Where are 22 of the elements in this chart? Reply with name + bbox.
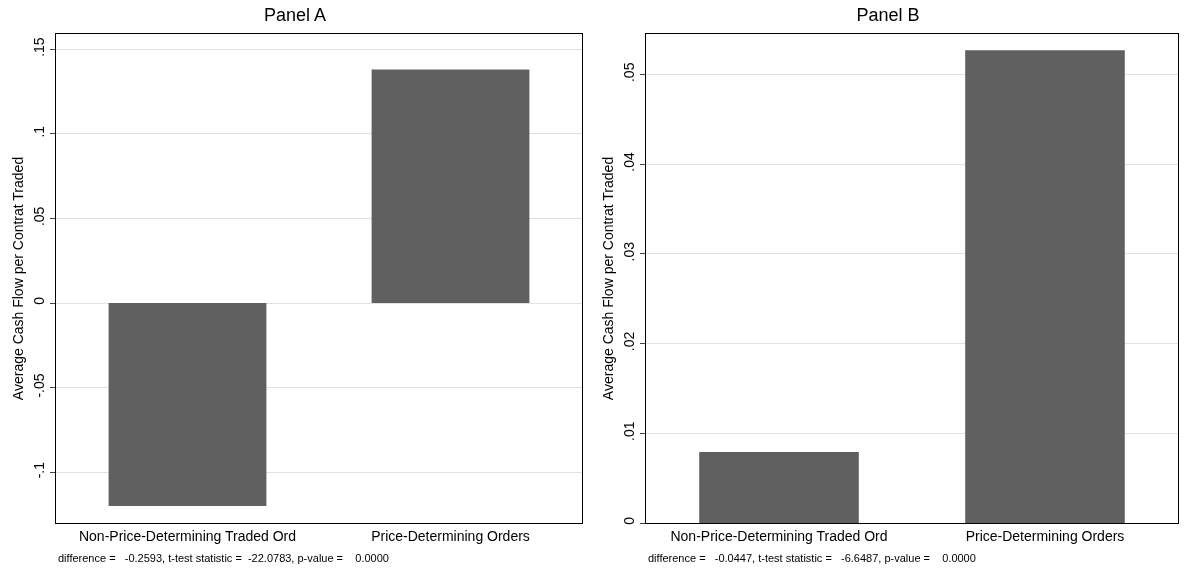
- y-axis-title: Average Cash Flow per Contrat Traded: [10, 156, 26, 401]
- y-tick-label: .03: [621, 241, 638, 262]
- y-tick-label: -.1: [31, 461, 48, 479]
- y-tick-label: .05: [621, 62, 638, 83]
- y-tick-label: 0: [31, 296, 48, 305]
- y-tick-label: 0: [621, 516, 638, 525]
- y-tick-label: .04: [621, 152, 638, 172]
- x-tick-label: Price-Determining Orders: [965, 527, 1125, 544]
- text: difference = -0.0447, t-test statistic = -6.6487, p-value = 0.0000: [648, 552, 976, 564]
- y-axis-title: Average Cash Flow per Contrat Traded: [600, 156, 616, 401]
- y-tick-label: -.05: [31, 373, 48, 398]
- y-tick-label: .01: [621, 421, 638, 441]
- chart-title: Panel B: [856, 5, 920, 26]
- x-tick-label: Price-Determining Orders: [371, 527, 530, 544]
- x-tick-label: Non-Price-Determining Traded Ord: [78, 527, 297, 544]
- y-tick-label: .05: [31, 206, 48, 227]
- chart-title: Panel A: [263, 5, 327, 26]
- y-tick-label: .1: [31, 125, 48, 138]
- y-tick-label: .02: [621, 331, 638, 352]
- x-tick-label: Non-Price-Determining Traded Ord: [670, 527, 888, 544]
- y-tick-label: .15: [31, 37, 48, 57]
- text: difference = -0.2593, t-test statistic = -22.0783, p-value = 0.0000: [58, 552, 389, 564]
